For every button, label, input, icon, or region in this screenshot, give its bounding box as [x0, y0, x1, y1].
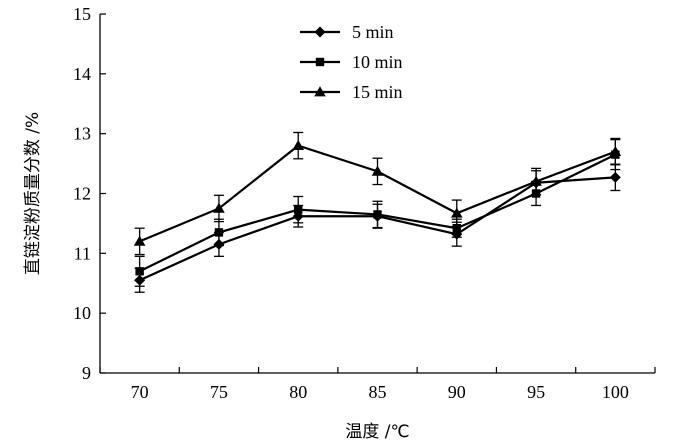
data-point-2 [450, 207, 463, 218]
x-tick-label: 100 [602, 382, 629, 402]
legend-label: 15 min [352, 82, 403, 102]
data-point-2 [213, 202, 225, 213]
data-point-2 [292, 139, 305, 150]
x-tick-label: 95 [527, 382, 545, 402]
y-tick-label: 10 [73, 303, 91, 323]
data-point-2 [133, 235, 146, 246]
legend: 5 min 10 min 15 min [300, 22, 403, 102]
data-point-1 [452, 224, 461, 233]
legend-label: 10 min [352, 52, 403, 72]
legend-marker [315, 57, 325, 67]
y-axis-title: 直链淀粉质量分数 /% [23, 112, 43, 275]
legend-marker [314, 26, 326, 38]
x-tick-label: 75 [210, 382, 228, 402]
data-point-1 [135, 267, 144, 276]
y-tick-label: 15 [73, 4, 91, 24]
data-point-1 [373, 210, 382, 219]
x-tick-label: 70 [131, 382, 149, 402]
x-tick-label: 80 [289, 382, 307, 402]
y-tick-label: 14 [73, 64, 91, 84]
plot-area: 9 10 11 12 13 14 15 70 75 80 85 90 95 100 [73, 4, 656, 402]
x-tick-label: 85 [369, 382, 387, 402]
data-point-2 [371, 165, 384, 176]
y-tick-label: 9 [82, 363, 91, 383]
data-point-2 [530, 175, 542, 186]
y-tick-label: 11 [74, 243, 91, 263]
y-tick-label: 12 [73, 184, 91, 204]
y-tick-label: 13 [73, 124, 91, 144]
x-axis-title: 温度 /℃ [345, 422, 409, 442]
legend-marker [314, 86, 326, 97]
x-tick-label: 90 [448, 382, 466, 402]
data-point-1 [294, 205, 303, 214]
legend-label: 5 min [352, 22, 394, 42]
data-point-1 [214, 228, 224, 237]
data-point-2 [609, 145, 622, 156]
data-point-0 [609, 171, 621, 183]
